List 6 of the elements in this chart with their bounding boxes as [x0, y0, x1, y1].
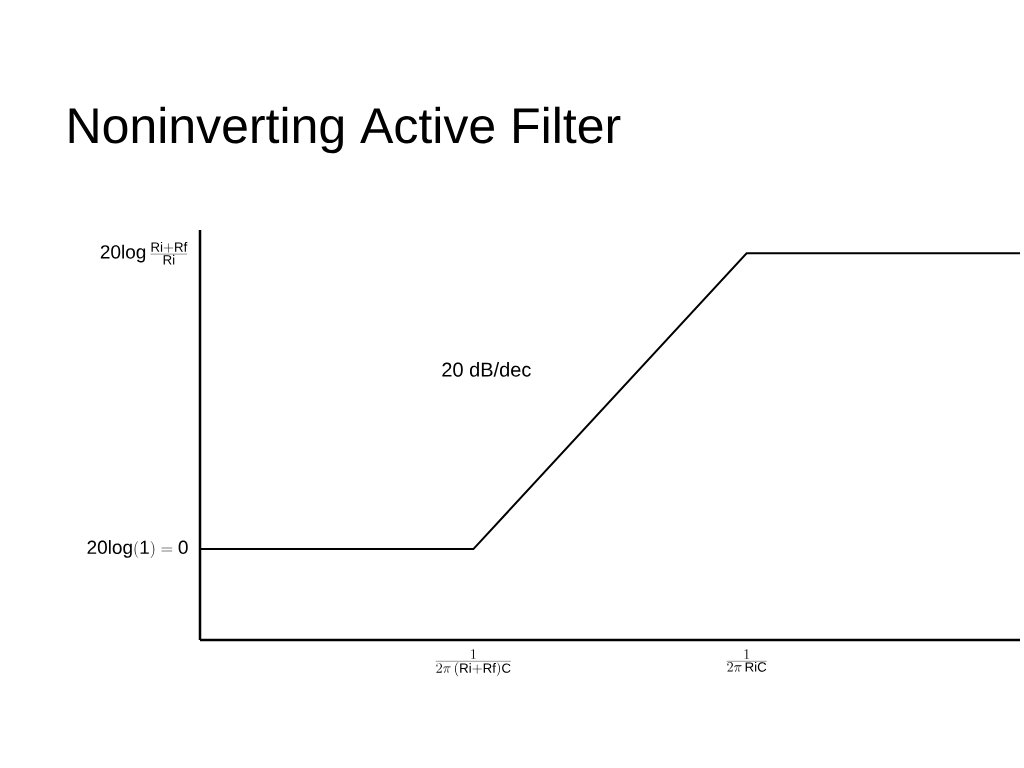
annotation: 20 dB/dec — [442, 362, 531, 377]
chart-title: Noninverting Active Filter — [69, 106, 621, 154]
x-tick-label: $\frac{1}{2\pi\,\mathrm{(Ri{+}Rf)C}}$ — [435, 649, 512, 677]
text: $\mathrm{20log(1) = 0}$ — [87, 540, 188, 559]
x-tick-label: $\frac{1}{2\pi\,\mathrm{RiC}}$ — [726, 649, 767, 672]
text: $\mathrm{20log}\,\frac{\mathrm{Ri{+}Rf}}{\mathrm{Ri}}$ — [100, 242, 188, 265]
